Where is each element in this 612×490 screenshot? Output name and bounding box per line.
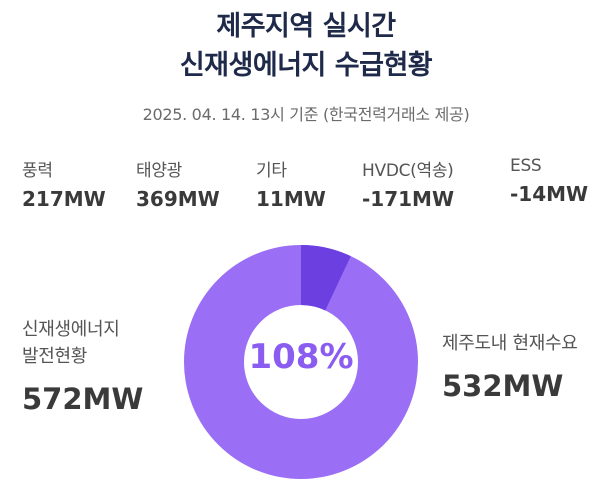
ring-segment-excess: [299, 245, 351, 311]
stat-label: ESS: [510, 156, 542, 176]
generation-value: 572MW: [22, 382, 144, 416]
stat-label: HVDC(역송): [362, 161, 454, 181]
stat-hvdc: HVDC(역송) -171MW: [362, 156, 454, 211]
demand-value: 532MW: [442, 369, 564, 403]
stat-other: 기타 11MW: [256, 156, 326, 211]
stat-value: -171MW: [362, 187, 455, 211]
stat-value: -14MW: [510, 182, 589, 206]
stat-label: 태양광: [136, 161, 183, 181]
renewable-generation-panel: 신재생에너지 발전현황 572MW: [22, 316, 143, 416]
stat-solar: 태양광 369MW: [136, 156, 220, 211]
demand-label: 제주도내 현재수요: [442, 333, 578, 354]
title-line-1: 제주지역 실시간: [216, 11, 396, 42]
stat-label: 풍력: [22, 161, 53, 181]
generation-label-line-1: 신재생에너지: [22, 319, 120, 340]
stat-label: 기타: [256, 161, 287, 181]
stat-value: 11MW: [256, 187, 326, 211]
subtitle: 2025. 04. 14. 13시 기준 (한국전력거래소 제공): [142, 105, 470, 124]
stat-value: 369MW: [136, 187, 220, 211]
stat-ess: ESS -14MW: [510, 156, 588, 206]
title-line-2: 신재생에너지 수급현황: [179, 50, 433, 81]
stat-value: 217MW: [22, 187, 106, 211]
donut-chart: [184, 245, 418, 479]
generation-label-line-2: 발전현황: [22, 346, 88, 367]
demand-panel: 제주도내 현재수요 532MW: [442, 330, 578, 403]
center-percentage-label: 108%: [248, 337, 354, 377]
stat-wind: 풍력 217MW: [22, 156, 106, 211]
